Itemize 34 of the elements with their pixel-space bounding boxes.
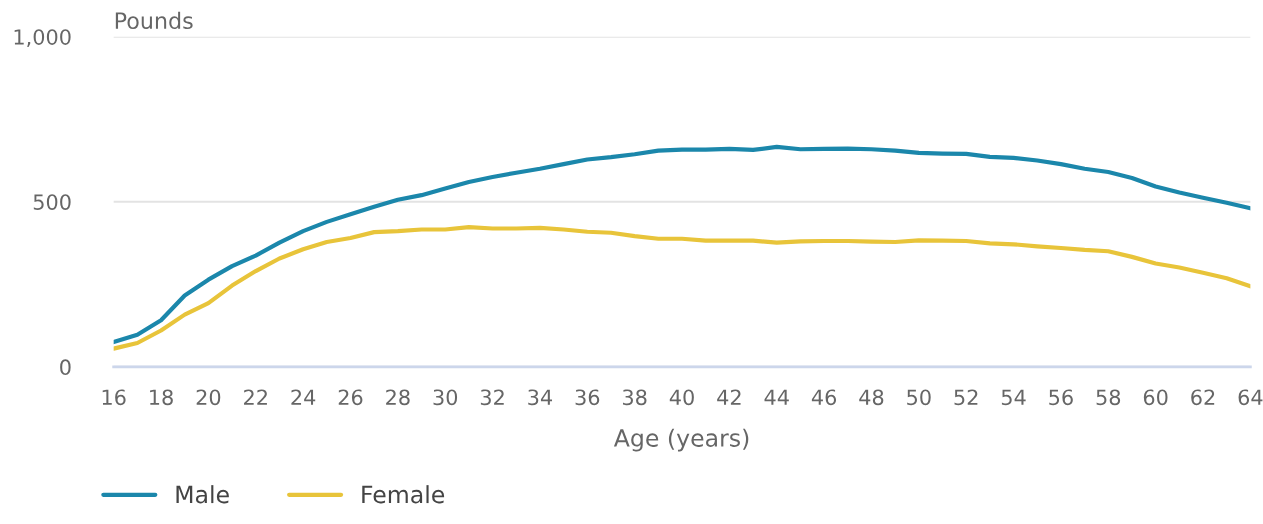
x-tick-label: 18: [150, 389, 173, 406]
y-tick-label: 0: [60, 359, 71, 376]
x-tick-label: 46: [811, 389, 837, 406]
x-axis-title: Age (years): [613, 428, 749, 452]
y-axis-title: Pounds: [115, 11, 193, 30]
x-tick-label: 48: [859, 389, 884, 406]
x-tick-label: 58: [1096, 389, 1121, 406]
x-tick-label: 38: [622, 389, 647, 406]
x-tick-label: 28: [386, 389, 410, 406]
x-tick-label: 24: [291, 389, 316, 405]
x-tick-label: 22: [244, 389, 267, 405]
x-tick-label: 50: [907, 389, 931, 406]
x-tick-label: 34: [528, 389, 553, 406]
x-tick-label: 64: [1238, 389, 1263, 406]
x-tick-label: 56: [1049, 389, 1073, 406]
y-tick-label: 1,000: [14, 29, 71, 48]
x-tick-label: 32: [480, 389, 504, 406]
x-tick-label: 44: [764, 389, 789, 405]
legend-label: Male: [176, 485, 229, 504]
x-tick-label: 54: [1001, 389, 1026, 406]
x-tick-label: 30: [433, 389, 458, 406]
x-tick-label: 16: [102, 389, 126, 406]
line-series: [113, 144, 1251, 345]
x-tick-label: 26: [338, 389, 363, 406]
x-tick-label: 62: [1191, 389, 1215, 406]
line-series: [113, 225, 1251, 351]
legend-label: Female: [362, 485, 445, 504]
x-tick-label: 36: [575, 389, 600, 406]
x-tick-label: 42: [717, 389, 741, 405]
y-tick-label: 500: [33, 194, 71, 210]
x-tick-label: 20: [196, 389, 221, 406]
x-tick-label: 60: [1143, 389, 1168, 406]
x-tick-label: 40: [669, 389, 694, 406]
x-tick-label: 52: [954, 389, 978, 406]
